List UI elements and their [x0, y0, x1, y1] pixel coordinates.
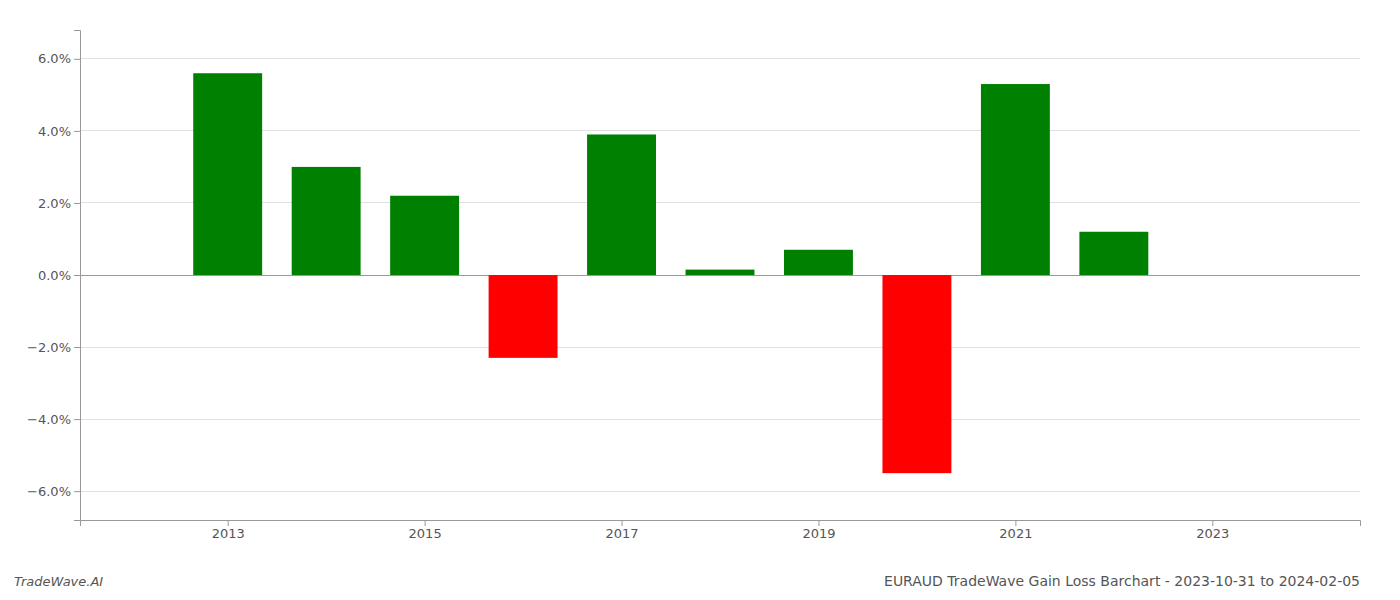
y-tick-mark: [74, 59, 80, 60]
x-tick: 2023: [1196, 520, 1229, 541]
x-tick: 2013: [212, 520, 245, 541]
y-tick-label: −4.0%: [27, 412, 71, 427]
y-tick-label: −2.0%: [27, 340, 71, 355]
y-tick-mark: [74, 347, 80, 348]
x-axis-line: [81, 521, 1361, 527]
bars: [193, 73, 1148, 473]
bar: [292, 167, 361, 275]
x-tick: 2019: [802, 520, 835, 541]
y-tick-label: 0.0%: [38, 268, 71, 283]
grid: [80, 59, 1360, 491]
grid-line: [80, 347, 1360, 348]
x-tick-label: 2017: [605, 526, 638, 541]
y-tick: 4.0%: [38, 124, 80, 139]
x-tick-label: 2013: [212, 526, 245, 541]
y-tick-mark: [74, 491, 80, 492]
bar: [1178, 275, 1247, 276]
y-tick-mark: [74, 275, 80, 276]
y-tick: −6.0%: [27, 484, 80, 499]
y-tick-mark: [74, 203, 80, 204]
grid-line: [80, 58, 1360, 59]
x-axis: 2013 2015 2017 2019 2021 2023: [81, 520, 1361, 541]
grid-line: [80, 130, 1360, 131]
x-tick: 2015: [409, 520, 442, 541]
y-tick-label: 4.0%: [38, 124, 71, 139]
y-tick: 0.0%: [38, 268, 80, 283]
chart-svg: 2013 2015 2017 2019 2021 2023 −6.0% −4.0% −2.0% 0…: [0, 0, 1400, 600]
y-tick-label: −6.0%: [27, 484, 71, 499]
bar: [882, 275, 951, 473]
y-tick: 6.0%: [38, 51, 80, 66]
y-axis-line: [74, 31, 81, 521]
title: EURAUD TradeWave Gain Loss Barchart - 20…: [884, 573, 1360, 589]
x-tick-mark: [1015, 520, 1016, 526]
bar: [193, 73, 262, 275]
bar: [1079, 232, 1148, 275]
bar: [981, 84, 1050, 275]
x-tick-mark: [228, 520, 229, 526]
x-tick-label: 2019: [802, 526, 835, 541]
y-tick-label: 2.0%: [38, 196, 71, 211]
y-axis: −6.0% −4.0% −2.0% 0.0% 2.0% 4.0% 6.0%: [27, 31, 80, 521]
x-tick-label: 2021: [999, 526, 1032, 541]
bar: [489, 275, 558, 358]
y-tick: −4.0%: [27, 412, 80, 427]
x-tick: 2017: [605, 520, 638, 541]
x-tick-mark: [1212, 520, 1213, 526]
y-tick-label: 6.0%: [38, 51, 71, 66]
x-tick-mark: [425, 520, 426, 526]
grid-line: [80, 491, 1360, 492]
x-tick-mark: [818, 520, 819, 526]
bar: [390, 196, 459, 275]
annotation: TradeWave.AI: [14, 574, 103, 589]
x-tick-label: 2023: [1196, 526, 1229, 541]
bar: [587, 134, 656, 275]
bar: [784, 250, 853, 275]
x-tick-mark: [622, 520, 623, 526]
x-tick-label: 2015: [409, 526, 442, 541]
y-tick-mark: [74, 131, 80, 132]
y-tick-mark: [74, 419, 80, 420]
y-tick: 2.0%: [38, 196, 80, 211]
grid-line: [80, 419, 1360, 420]
x-tick: 2021: [999, 520, 1032, 541]
bar: [686, 270, 755, 275]
y-tick: −2.0%: [27, 340, 80, 355]
grid-line: [80, 202, 1360, 203]
